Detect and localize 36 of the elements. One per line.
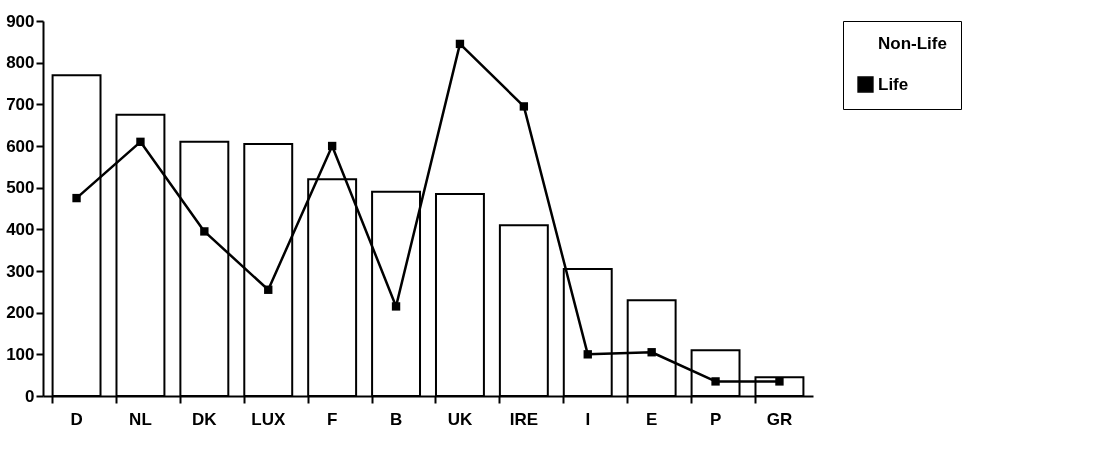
x-tick-label: NL: [129, 409, 152, 429]
y-tick-label: 500: [6, 178, 35, 198]
x-tick-label: LUX: [251, 409, 286, 429]
point: [327, 141, 337, 151]
x-tick-label: UK: [447, 409, 473, 429]
x-tick-label: IRE: [509, 409, 539, 429]
x-tick-label: I: [585, 409, 591, 429]
x-tick-label: P: [709, 409, 722, 429]
y-tick-label: 0: [25, 386, 35, 406]
y-tick-label: 400: [6, 219, 35, 239]
point: [711, 377, 720, 386]
legend-label: Life: [878, 74, 909, 94]
point: [136, 137, 145, 147]
y-tick-label: 900: [6, 11, 35, 31]
y-tick-label: 100: [6, 344, 35, 364]
point: [647, 348, 656, 357]
point: [391, 302, 401, 311]
point: [775, 377, 784, 386]
y-tick-label: 800: [6, 53, 35, 73]
point: [264, 285, 273, 294]
x-tick-label: D: [70, 409, 83, 429]
point: [72, 193, 81, 203]
text: Non-Life: [878, 33, 947, 53]
x-tick-label: B: [389, 409, 403, 429]
point: [519, 102, 529, 111]
point: [200, 227, 209, 236]
point: [583, 350, 592, 359]
point: [455, 39, 465, 49]
x-tick-label: GR: [766, 409, 793, 429]
y-tick-label: 600: [6, 136, 35, 156]
y-tick-label: 300: [6, 261, 35, 281]
x-tick-label: E: [645, 409, 658, 429]
x-tick-label: F: [326, 409, 338, 429]
y-tick-label: 700: [6, 94, 35, 114]
y-tick-label: 200: [6, 303, 35, 323]
x-tick-label: DK: [192, 409, 218, 429]
